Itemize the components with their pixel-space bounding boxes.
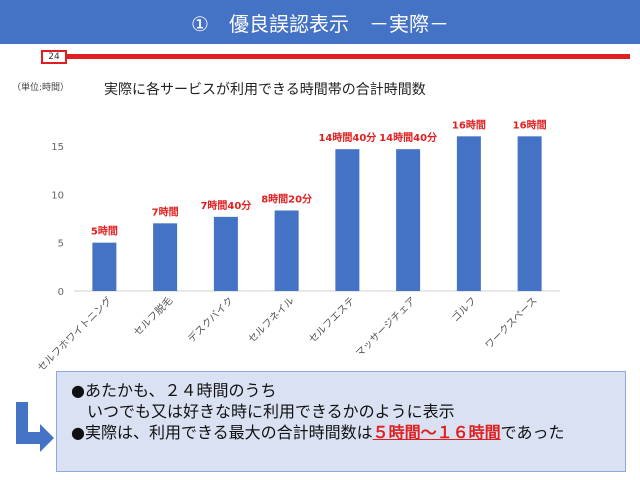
- data-label: 7時間: [152, 205, 179, 218]
- timeline-bar: 24: [41, 50, 630, 64]
- x-tick-label: セルフエステ: [307, 295, 358, 346]
- note-line-2: いつでも又は好きな時に利用できるかのように表示: [87, 402, 455, 421]
- note-line-1: ●あたかも、２４時間のうち: [71, 381, 277, 400]
- bar: [456, 136, 481, 291]
- data-label: 5時間: [91, 225, 118, 238]
- timeline-box: 24: [41, 50, 67, 64]
- bent-arrow-icon: [16, 402, 54, 452]
- timeline-label: 24: [48, 52, 60, 62]
- y-tick-label: 15: [51, 142, 64, 153]
- bar: [92, 242, 117, 291]
- note-box: ●あたかも、２４時間のうち いつでも又は好きな時に利用できるかのように表示 ●実…: [56, 371, 626, 472]
- bar: [153, 223, 178, 291]
- data-label: 8時間20分: [261, 192, 312, 205]
- page-title: ① 優良誤認表示 －実際－: [191, 11, 449, 36]
- y-tick-label: 5: [58, 239, 64, 250]
- data-label: 16時間: [513, 118, 547, 131]
- timeline-line: [65, 54, 630, 59]
- x-tick-label: マッサージチェア: [353, 295, 418, 360]
- y-tick-label: 10: [51, 190, 64, 201]
- data-label: 7時間40分: [200, 199, 251, 212]
- x-tick-label: セルフホワイトニング: [35, 294, 115, 374]
- x-tick-label: ゴルフ: [449, 294, 479, 324]
- bar: [335, 149, 360, 291]
- data-label: 14時間40分: [379, 131, 437, 144]
- bar: [517, 136, 542, 291]
- bar: [396, 149, 421, 291]
- note-emphasis: ５時間～１６時間: [372, 423, 501, 442]
- x-tick-label: セルフネイル: [246, 295, 297, 346]
- x-tick-label: セルフ脱毛: [131, 294, 176, 339]
- x-tick-label: デスクバイク: [185, 294, 236, 345]
- note-line-3-pre: ●実際は、利用できる最大の合計時間数は: [71, 423, 373, 442]
- title-banner: ① 優良誤認表示 －実際－: [0, 0, 640, 44]
- data-label: 16時間: [452, 118, 486, 131]
- unit-label: （単位:時間）: [12, 83, 70, 93]
- note-line-3: ●実際は、利用できる最大の合計時間数は５時間～１６時間であった: [71, 422, 625, 443]
- bar: [213, 216, 238, 291]
- note-line-3-post: であった: [500, 423, 565, 442]
- chart-title: 実際に各サービスが利用できる時間帯の合計時間数: [104, 82, 426, 98]
- bar: [274, 210, 299, 291]
- x-tick-label: ワークスペース: [483, 295, 540, 352]
- data-label: 14時間40分: [318, 131, 376, 144]
- y-tick-label: 0: [58, 287, 64, 298]
